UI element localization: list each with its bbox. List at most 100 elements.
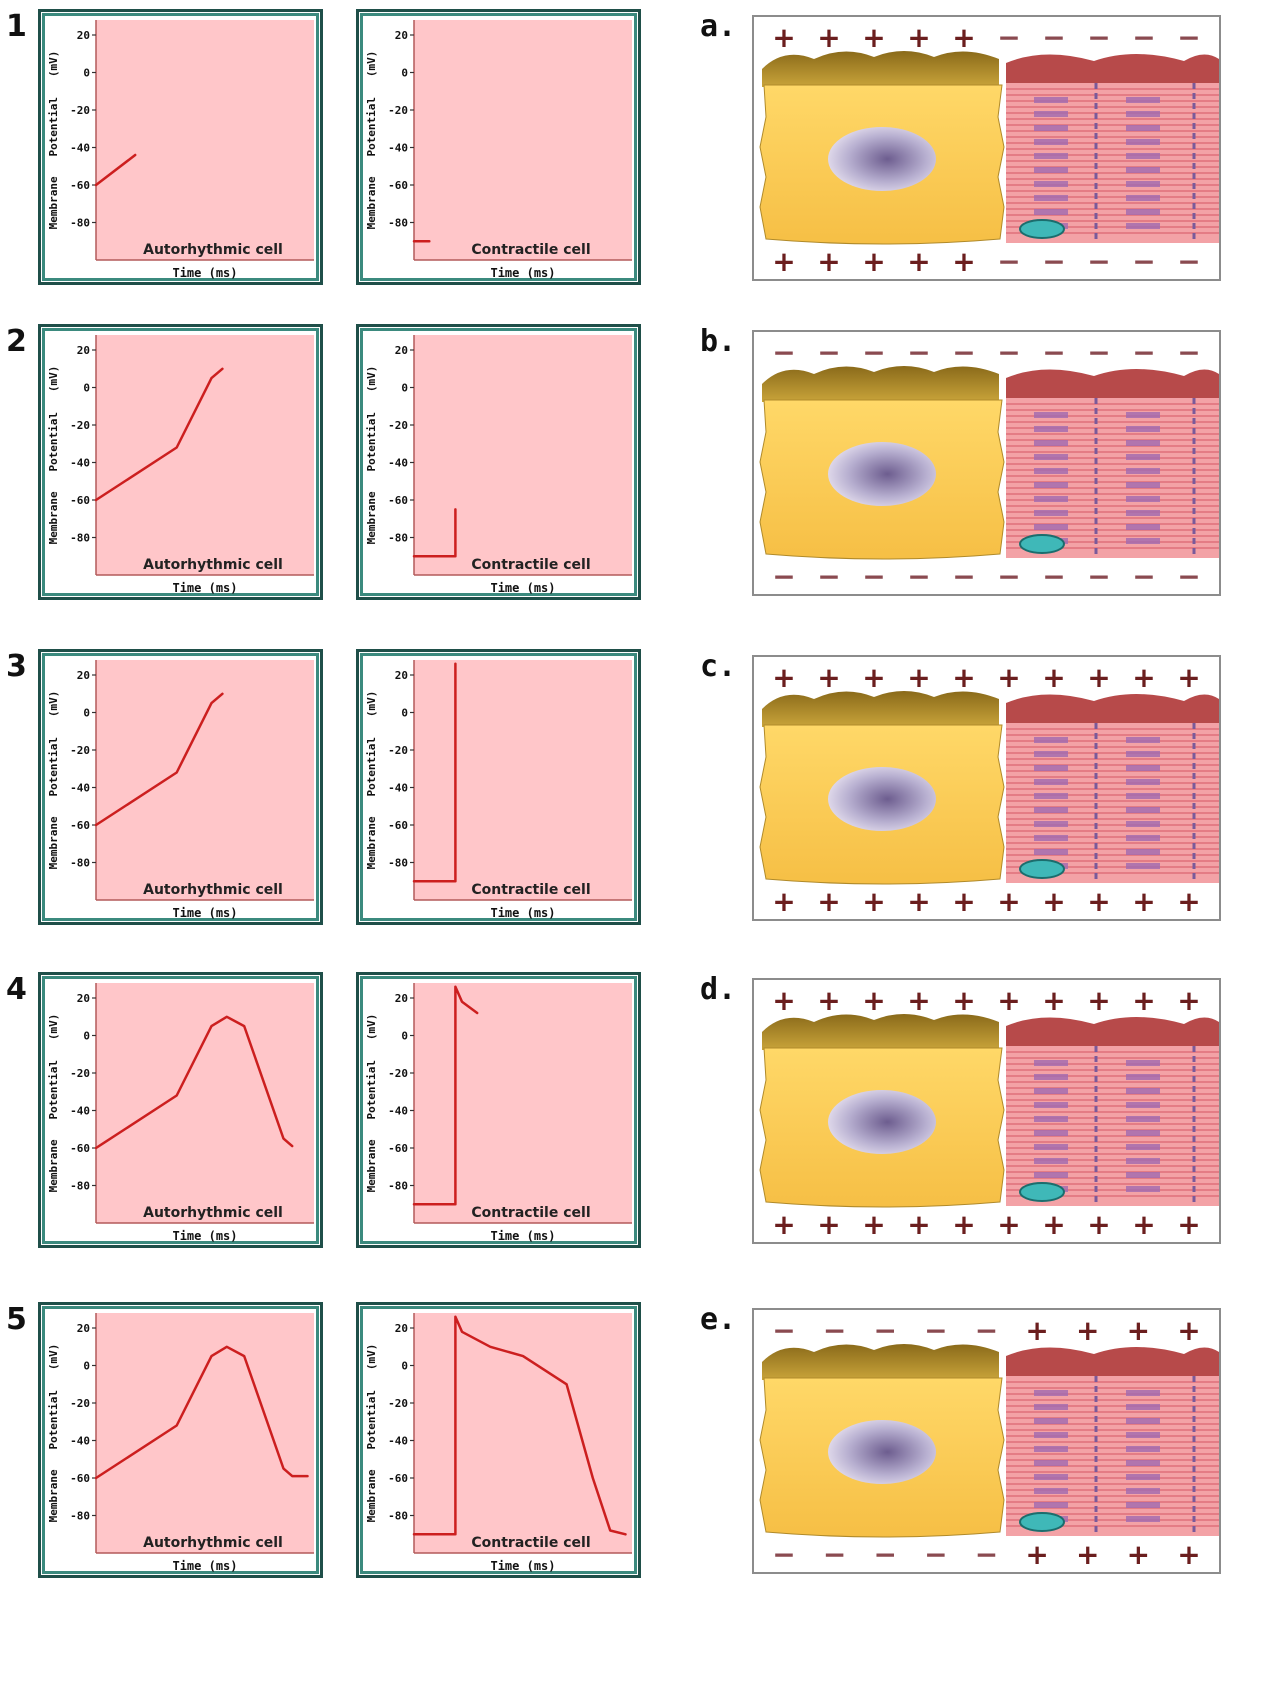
y-tick-label: 0	[83, 1030, 90, 1043]
top-charge-sign: −	[1177, 336, 1200, 369]
contractile-cell-top	[1006, 694, 1219, 727]
y-tick-label: -40	[388, 1435, 408, 1448]
sarcomere-band	[1034, 1418, 1068, 1424]
y-tick-label: -20	[388, 104, 408, 117]
top-charge-sign: −	[975, 1314, 998, 1347]
contractile-graph: 20 0 -20 -40 -60 -80 Membrane Potential (mV) Ti…	[356, 9, 641, 285]
y-tick-label: -40	[70, 457, 90, 470]
y-tick-label: -60	[388, 1142, 408, 1155]
plot-area	[96, 660, 314, 900]
y-tick-label: 20	[395, 29, 408, 42]
graph-svg: 20 0 -20 -40 -60 -80 Membrane Potential (mV) Ti…	[47, 20, 314, 280]
top-charge-sign: −	[924, 1314, 947, 1347]
nucleus	[828, 127, 936, 191]
nucleus	[828, 1420, 936, 1484]
top-charge-sign: +	[1042, 661, 1065, 694]
bottom-charge-sign: +	[1087, 1208, 1110, 1241]
graph-title: Contractile cell	[471, 557, 590, 573]
bottom-charge-sign: −	[997, 245, 1020, 278]
tissue-svg: + + + + + + + + + + + + + + + + + + + +	[759, 984, 1219, 1241]
sarcomere-band	[1034, 1116, 1068, 1122]
top-charge-sign: −	[1042, 336, 1065, 369]
autorhythmic-cell-top	[762, 51, 999, 87]
sarcomere-band	[1034, 765, 1068, 771]
top-charge-sign: −	[862, 336, 885, 369]
sarcomere-band	[1034, 125, 1068, 131]
top-charge-sign: −	[952, 336, 975, 369]
sarcomere-band	[1034, 181, 1068, 187]
x-axis-label: Time (ms)	[172, 1559, 237, 1573]
contractile-graph: 20 0 -20 -40 -60 -80 Membrane Potential (mV) Ti…	[356, 1302, 641, 1578]
graph-title: Contractile cell	[471, 1205, 590, 1221]
sarcomere-band	[1126, 1144, 1160, 1150]
bottom-charge-sign: −	[1177, 560, 1200, 593]
tissue-illustration: + + + + + + + + + + + + + + + + + + + +	[752, 978, 1221, 1244]
sarcomere-band	[1126, 737, 1160, 743]
sarcomere-band	[1126, 863, 1160, 869]
plot-area	[414, 335, 632, 575]
graph-title: Autorhythmic cell	[143, 1205, 283, 1221]
sarcomere-band	[1126, 1488, 1160, 1494]
bottom-charge-sign: −	[772, 1538, 795, 1571]
bottom-charge-sign: +	[1177, 1538, 1200, 1571]
step-number: 5	[6, 1302, 27, 1337]
sarcomere-band	[1034, 1460, 1068, 1466]
autorhythmic-cell-top	[762, 691, 999, 727]
bottom-charge-sign: +	[1177, 1208, 1200, 1241]
bottom-charge-sign: −	[924, 1538, 947, 1571]
mitochondrion	[1019, 1182, 1065, 1202]
top-charge-sign: +	[907, 984, 930, 1017]
top-charge-sign: −	[1087, 21, 1110, 54]
bottom-charge-sign: +	[772, 245, 795, 278]
y-tick-label: 0	[401, 1360, 408, 1373]
y-tick-label: -60	[70, 494, 90, 507]
sarcomere-band	[1034, 737, 1068, 743]
y-tick-label: 0	[401, 382, 408, 395]
sarcomere-band	[1126, 125, 1160, 131]
y-tick-label: 0	[401, 67, 408, 80]
contractile-cell-top	[1006, 1347, 1219, 1380]
sarcomere-band	[1126, 412, 1160, 418]
sarcomere-band	[1126, 1390, 1160, 1396]
autorhythmic-cell-top	[762, 366, 999, 402]
bottom-charge-sign: +	[1132, 1208, 1155, 1241]
y-tick-label: -80	[388, 217, 408, 230]
graph-svg: 20 0 -20 -40 -60 -80 Membrane Potential (mV) Ti…	[365, 660, 632, 920]
sarcomere-band	[1126, 496, 1160, 502]
top-charge-sign: +	[1132, 984, 1155, 1017]
y-tick-label: -80	[70, 857, 90, 870]
sarcomere-band	[1034, 510, 1068, 516]
bottom-charge-sign: +	[952, 885, 975, 918]
sarcomere-band	[1126, 97, 1160, 103]
potential-trace	[412, 508, 457, 558]
sarcomere-band	[1034, 482, 1068, 488]
panel-letter: a.	[700, 9, 737, 44]
x-axis-label: Time (ms)	[490, 581, 555, 595]
sarcomere-band	[1034, 1446, 1068, 1452]
sarcomere-band	[1126, 1102, 1160, 1108]
sarcomere-band	[1034, 751, 1068, 757]
panel-letter: e.	[700, 1302, 737, 1337]
step-row: 5 20 0 -20 -40 -60 -80 Membrane Potential (mV) T…	[0, 1298, 1285, 1598]
top-charge-sign: +	[1042, 984, 1065, 1017]
top-charge-sign: −	[772, 1314, 795, 1347]
y-tick-label: -40	[388, 457, 408, 470]
contractile-graph: 20 0 -20 -40 -60 -80 Membrane Potential (mV) Ti…	[356, 972, 641, 1248]
sarcomere-band	[1034, 821, 1068, 827]
y-tick-label: 20	[395, 992, 408, 1005]
contractile-cell	[1006, 1376, 1219, 1536]
tissue-svg: + + + + + + + + + + + + + + + + + + + +	[759, 661, 1219, 918]
plot-area	[414, 983, 632, 1223]
bottom-charge-sign: +	[1025, 1538, 1048, 1571]
sarcomere-band	[1126, 807, 1160, 813]
y-tick-label: 0	[401, 707, 408, 720]
sarcomere-band	[1126, 1116, 1160, 1122]
top-charge-sign: −	[1132, 21, 1155, 54]
y-tick-label: 20	[395, 669, 408, 682]
top-charge-sign: −	[1042, 21, 1065, 54]
y-tick-label: -20	[70, 104, 90, 117]
sarcomere-band	[1034, 1390, 1068, 1396]
potential-trace	[412, 1315, 627, 1536]
y-tick-label: -60	[70, 1472, 90, 1485]
y-tick-label: 20	[77, 344, 90, 357]
